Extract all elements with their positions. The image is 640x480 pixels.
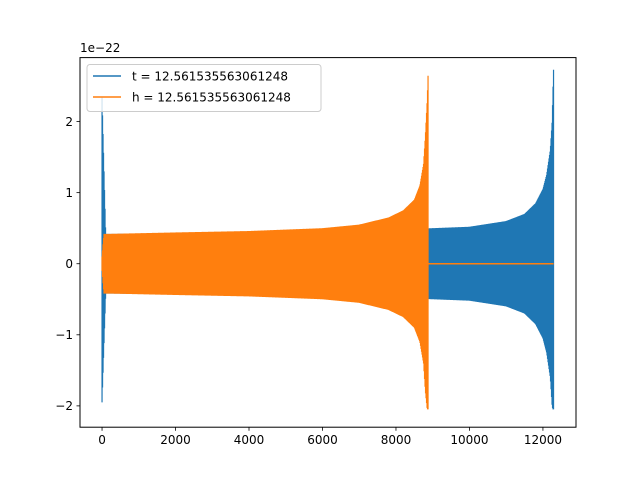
series-2 [101, 75, 554, 410]
plot-area [101, 69, 555, 410]
x-tick-label: 4000 [234, 433, 265, 447]
legend-label: h = 12.561535563061248 [132, 91, 291, 105]
legend-box [86, 64, 322, 112]
axes-frame [79, 57, 577, 428]
series-2-line [101, 75, 429, 410]
legend: t = 12.561535563061248 h = 12.56153556306… [86, 64, 322, 112]
x-axis: 0 2000 4000 6000 8000 10000 12000 [98, 427, 562, 447]
y-tick-label: 2 [65, 115, 73, 129]
x-tick-label: 12000 [524, 433, 562, 447]
x-tick-label: 0 [98, 433, 106, 447]
y-tick-label: 0 [65, 257, 73, 271]
x-tick-label: 6000 [307, 433, 338, 447]
legend-label: t = 12.561535563061248 [132, 70, 288, 84]
x-tick-label: 8000 [381, 433, 412, 447]
y-axis: −2 −1 0 1 2 [55, 115, 80, 413]
x-tick-label: 10000 [450, 433, 488, 447]
y-tick-label: 1 [65, 186, 73, 200]
x-tick-label: 2000 [160, 433, 191, 447]
y-tick-label: −2 [55, 399, 73, 413]
y-offset-label: 1e−22 [80, 41, 120, 55]
y-tick-label: −1 [55, 328, 73, 342]
